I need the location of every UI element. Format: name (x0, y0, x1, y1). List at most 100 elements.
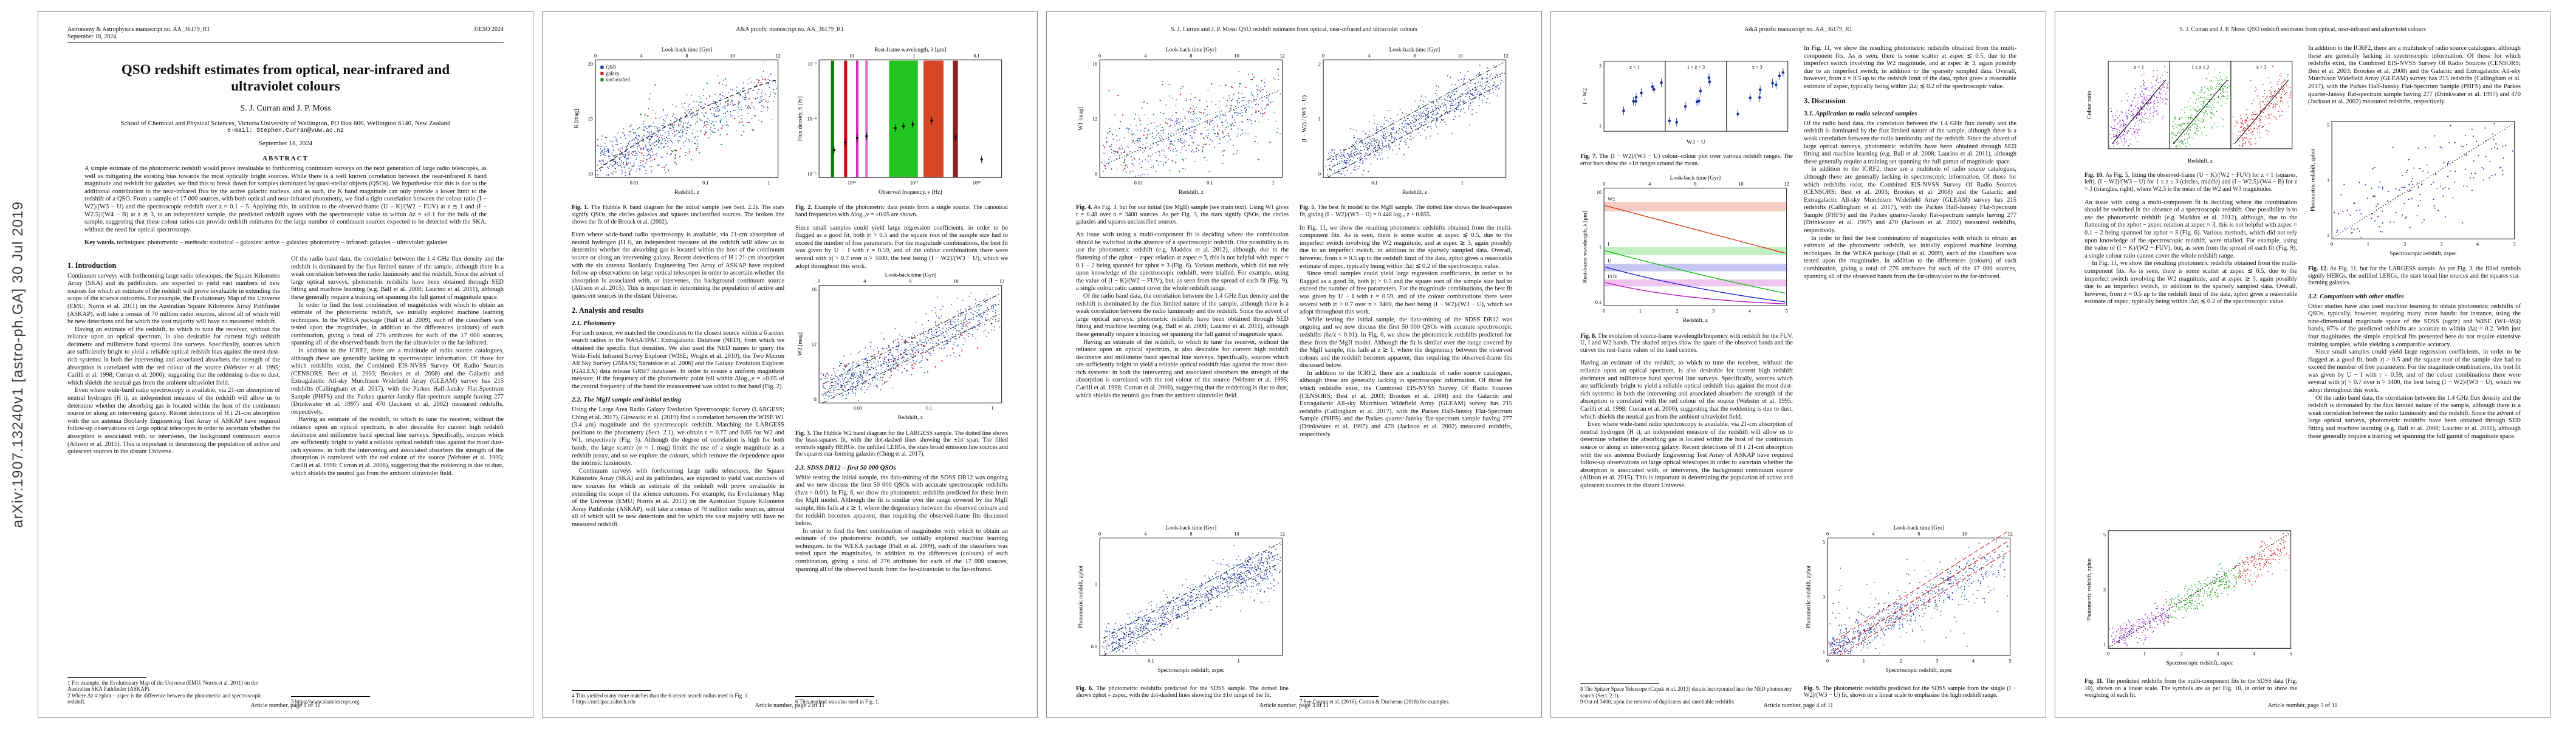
svg-text:W2: W2 (1608, 196, 1615, 202)
scatter-points (2170, 65, 2230, 148)
scatter-points (1622, 78, 1663, 115)
page-4: A&A proofs: manuscript no. AA_36179_R1 z… (1550, 11, 2046, 718)
scatter-points (1832, 546, 2008, 654)
footnote: 9 Out of 3400, upon the removal of dupli… (1580, 699, 1736, 705)
svg-text:Look-back time [Gyr]: Look-back time [Gyr] (1166, 47, 1217, 53)
svg-text:3: 3 (1599, 63, 1601, 69)
scatter-points (1325, 64, 1506, 176)
svg-text:8: 8 (1190, 531, 1192, 536)
svg-text:8: 8 (1190, 53, 1192, 59)
figure-5-plot: Look-back time [Gyr] 0 4 8 10 12 0.1 1 Redshi… (1301, 47, 1509, 196)
svg-text:0.1: 0.1 (973, 53, 979, 59)
footnotes: 8 The Spitzer Space Telescope (Capak et … (1580, 683, 1793, 705)
body-paragraph: Using the Large Area Radio Galaxy Evolut… (572, 406, 784, 467)
scatter-points (2232, 66, 2292, 147)
figure-2-plot: Rest-frame wavelength, λ [μm] 10 1 0.1 (797, 46, 1002, 196)
body-paragraph: While testing the initial sample, the da… (795, 474, 1008, 527)
svg-text:1 < z < 3: 1 < z < 3 (1687, 64, 1705, 70)
page1-right-column: Of the radio band data, the correlation … (291, 256, 504, 705)
footnote: 6 This method was also used in Fig. 1. (795, 699, 880, 705)
figure-12-caption: Fig. 12. As Fig. 11, but for the LARGESS… (2308, 265, 2521, 287)
page-footer: Article number, page 4 of 11 (1763, 702, 1834, 709)
running-header: S. J. Curran and J. P. Moss: QSO redshif… (1171, 26, 1417, 33)
svg-text:0: 0 (1098, 53, 1101, 59)
figure-4-caption: Fig. 4. As Fig. 3, but for our initial (… (1076, 204, 1289, 225)
body-paragraph: Of the radio band data, the correlation … (1804, 120, 2016, 165)
figure-8-caption: Fig. 8. The evolution of source-frame wa… (1580, 332, 1793, 354)
scatter-points (2228, 532, 2290, 587)
subsection-mgii: 2.2. The MgII sample and initial testing (572, 396, 682, 404)
svg-text:10: 10 (1458, 53, 1462, 59)
scatter-points (1101, 68, 1281, 177)
email-link[interactable]: e-mail: Stephen.Curran@vuw.ac.nz (227, 128, 344, 134)
svg-text:galaxy: galaxy (606, 70, 620, 76)
body-paragraph: Even where wide-band radio spectroscopy … (572, 231, 784, 299)
svg-text:4: 4 (1648, 182, 1651, 187)
svg-text:8: 8 (814, 397, 817, 402)
authors: S. J. Curran and J. P. Moss (240, 104, 331, 113)
svg-text:0: 0 (1826, 531, 1829, 536)
scatter-points (2334, 122, 2513, 233)
footnote: 2 Where Δz ≡ zphot − zspec is the differ… (67, 692, 262, 705)
footnote: 1 For example, the Evolutionary Map of t… (67, 679, 258, 693)
figure-8-plot: Look-back time [Gyr] 0 4 8 10 12 (1581, 175, 1789, 324)
footnotes: 6 This method was also used in Fig. 1. (795, 696, 1008, 705)
abstract-text: A simple estimate of the photometric red… (84, 165, 487, 233)
footnote: 8 The Spitzer Space Telescope (Capak et … (1580, 686, 1792, 699)
body-paragraph: Of the radio band data, the correlation … (291, 255, 504, 301)
page1-left-column: 1. Introduction Continuum surveys with f… (67, 256, 280, 705)
scatter-points (1828, 539, 2009, 655)
manuscript-line: Astronomy & Astrophysics manuscript no. … (67, 26, 210, 33)
figure-11-caption: Fig. 11. The predicted redshifts from th… (2084, 678, 2297, 699)
svg-text:5: 5 (1786, 309, 1788, 314)
svg-text:0.01: 0.01 (630, 180, 639, 186)
figure-5: Look-back time [Gyr] 0 4 8 10 12 0.1 1 Redshi… (1300, 45, 1512, 219)
scatter-points (2164, 562, 2249, 623)
svg-text:10⁻⁴: 10⁻⁴ (807, 117, 817, 122)
page-2: A&A proofs: manuscript no. AA_36179_R1 L… (542, 11, 1038, 718)
keywords: Key words. techniques: photometric – met… (84, 239, 448, 247)
svg-text:0: 0 (818, 279, 820, 284)
page-5: S. J. Curran and J. P. Moss: QSO redshif… (2055, 11, 2550, 718)
svg-text:W2 [mag]: W2 [mag] (797, 332, 803, 356)
band-markers (831, 60, 958, 177)
svg-text:Redshift, z: Redshift, z (674, 189, 699, 196)
svg-text:8: 8 (685, 53, 688, 59)
svg-text:(I − W2) / (W3 − U): (I − W2) / (W3 − U) (1301, 95, 1307, 142)
svg-text:Photometric redshift, zphot: Photometric redshift, zphot (1077, 565, 1084, 628)
svg-text:4: 4 (1749, 309, 1751, 314)
title-block: QSO redshift estimates from optical, nea… (67, 61, 504, 247)
svg-text:10: 10 (1962, 531, 1967, 536)
page-footer: Article number, page 1 of 11 (250, 702, 321, 709)
band-stripes (1604, 202, 1787, 287)
body-paragraph: Since small samples could yield large re… (795, 224, 1008, 270)
svg-text:4: 4 (1872, 531, 1874, 536)
figure-5-caption: Fig. 5. The best fit model to the MgII s… (1300, 204, 1512, 218)
scatter-points (1101, 542, 1282, 654)
svg-text:10: 10 (1234, 53, 1239, 59)
svg-text:8: 8 (1694, 182, 1696, 187)
body-paragraph: Of the radio band data, the correlation … (2308, 394, 2521, 440)
svg-text:8: 8 (1095, 171, 1097, 177)
svg-text:Rest-frame wavelength, λ [μm]: Rest-frame wavelength, λ [μm] (1581, 211, 1588, 283)
page4-left-column: z < 1 1 < z < 3 z > 3 3 1 I − W2 W3 − U F… (1580, 45, 1793, 705)
svg-text:0.1: 0.1 (926, 406, 932, 411)
svg-text:16: 16 (812, 287, 817, 292)
svg-text:Redshift, z: Redshift, z (1402, 189, 1427, 196)
svg-text:W3 − U: W3 − U (1687, 140, 1705, 146)
date-line: September 18, 2024 (258, 140, 313, 147)
page2-right-column: Rest-frame wavelength, λ [μm] 10 1 0.1 (795, 45, 1008, 705)
body-paragraph: Having an estimate of the redshift, to w… (1580, 360, 1793, 420)
svg-text:1: 1 (1461, 180, 1464, 186)
svg-text:Look-back time [Gyr]: Look-back time [Gyr] (885, 272, 936, 278)
svg-text:8: 8 (1413, 53, 1416, 59)
footnote: 4 This yielded many more matches than th… (572, 692, 749, 699)
svg-text:Look-back time [Gyr]: Look-back time [Gyr] (1389, 47, 1440, 53)
svg-text:I − W2: I − W2 (1582, 88, 1588, 104)
svg-text:Look-back time [Gyr]: Look-back time [Gyr] (1894, 525, 1945, 531)
svg-text:10: 10 (730, 53, 735, 59)
